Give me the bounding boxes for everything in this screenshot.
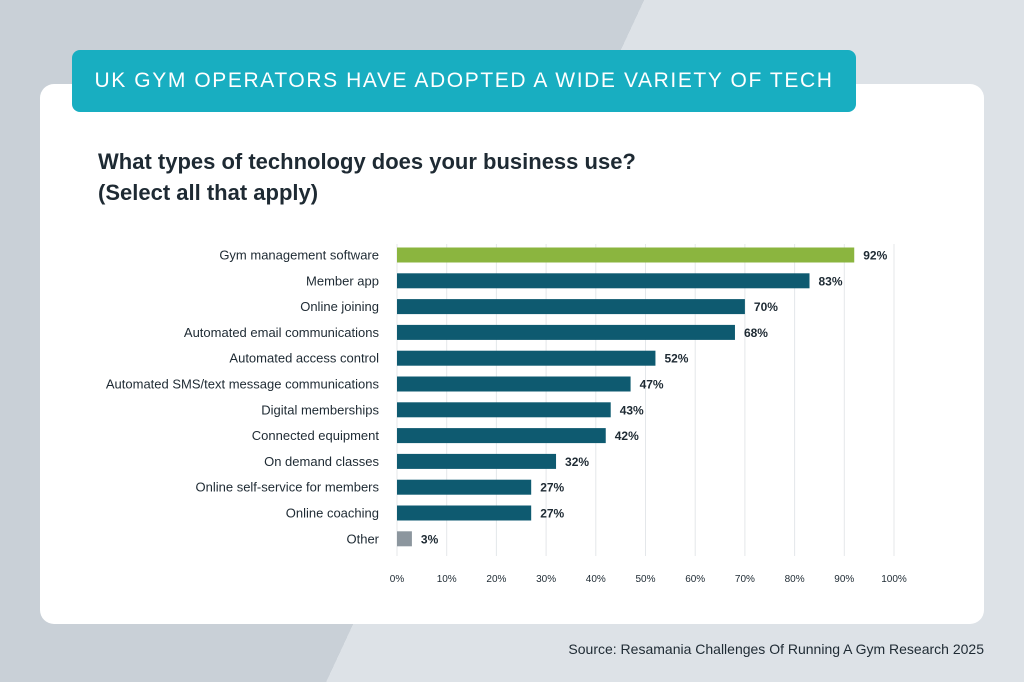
x-tick-label: 50% — [635, 574, 655, 585]
bar — [397, 273, 810, 289]
x-tick-label: 60% — [685, 574, 705, 585]
question-line-1: What types of technology does your busin… — [98, 149, 636, 174]
bar — [397, 479, 532, 495]
value-label: 3% — [421, 532, 439, 546]
x-tick-label: 90% — [834, 574, 854, 585]
bar — [397, 376, 631, 392]
x-tick-label: 0% — [390, 574, 405, 585]
value-label: 32% — [565, 455, 589, 469]
x-tick-label: 40% — [586, 574, 606, 585]
category-label: Online coaching — [286, 506, 379, 521]
bar — [397, 505, 532, 521]
value-label: 70% — [754, 300, 778, 314]
bar — [397, 428, 606, 444]
value-label: 83% — [819, 274, 843, 288]
value-label: 27% — [540, 481, 564, 495]
category-label: Gym management software — [219, 248, 379, 263]
value-label: 43% — [620, 403, 644, 417]
bars — [397, 247, 855, 547]
source-note: Source: Resamania Challenges Of Running … — [568, 641, 984, 657]
bar — [397, 350, 656, 366]
x-tick-label: 70% — [735, 574, 755, 585]
banner-title: UK GYM OPERATORS HAVE ADOPTED A WIDE VAR… — [72, 50, 856, 112]
x-tick-label: 80% — [785, 574, 805, 585]
value-label: 42% — [615, 429, 639, 443]
category-label: Member app — [306, 273, 379, 288]
bar — [397, 247, 855, 263]
value-label: 92% — [863, 249, 887, 263]
bar — [397, 402, 611, 418]
question-line-2: (Select all that apply) — [98, 180, 319, 205]
x-tick-label: 20% — [486, 574, 506, 585]
category-label: Digital memberships — [261, 402, 379, 417]
category-label: Online joining — [300, 299, 379, 314]
x-tick-label: 30% — [536, 574, 556, 585]
bar — [397, 453, 557, 469]
category-label: On demand classes — [264, 454, 379, 469]
value-label: 27% — [540, 507, 564, 521]
category-label: Online self-service for members — [196, 480, 380, 495]
category-label: Automated email communications — [184, 325, 380, 340]
value-label: 68% — [744, 326, 768, 340]
category-label: Connected equipment — [252, 428, 380, 443]
category-label: Automated access control — [229, 351, 379, 366]
labels: 0% 10% 20% 30% 40% 50% 60% 70% 80% 90% 100% Gym man… — [106, 248, 907, 586]
bar — [397, 299, 745, 315]
category-label: Automated SMS/text message communication… — [106, 377, 380, 392]
bar — [397, 531, 412, 547]
value-label: 52% — [664, 352, 688, 366]
category-label: Other — [346, 531, 379, 546]
chart-question: What types of technology does your busin… — [98, 146, 858, 208]
value-label: 47% — [640, 378, 664, 392]
bar — [397, 324, 735, 340]
grid-lines — [396, 244, 895, 556]
x-tick-label: 10% — [437, 574, 457, 585]
x-tick-label: 100% — [881, 574, 907, 585]
